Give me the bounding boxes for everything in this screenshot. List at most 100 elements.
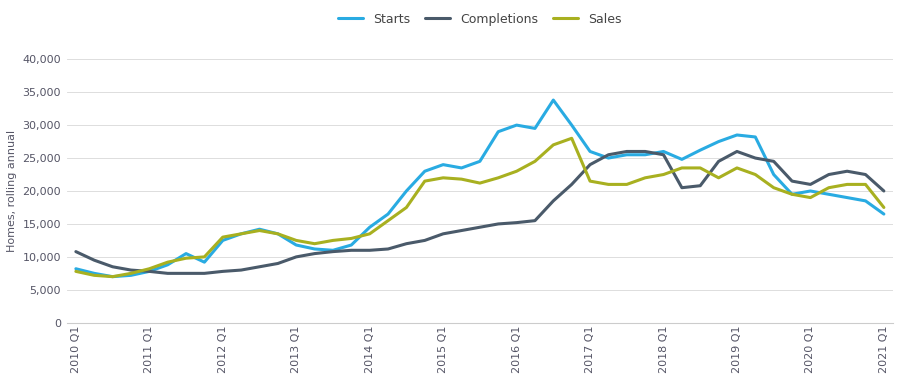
- Completions: [493, 222, 504, 226]
- Sales: [144, 266, 155, 271]
- Completions: [713, 159, 724, 164]
- Completions: [218, 269, 229, 274]
- Sales: [658, 172, 669, 177]
- Completions: [787, 179, 797, 184]
- Starts: [713, 139, 724, 144]
- Sales: [401, 205, 412, 210]
- Completions: [328, 249, 338, 254]
- Completions: [456, 228, 467, 233]
- Sales: [346, 236, 356, 241]
- Line: Sales: Sales: [76, 138, 884, 277]
- Completions: [346, 248, 356, 253]
- Starts: [677, 157, 688, 162]
- Sales: [181, 256, 192, 260]
- Sales: [328, 238, 338, 243]
- Sales: [70, 269, 81, 274]
- Line: Starts: Starts: [76, 100, 884, 277]
- Starts: [548, 98, 559, 102]
- Starts: [199, 260, 210, 264]
- Sales: [677, 166, 688, 170]
- Sales: [511, 169, 522, 174]
- Completions: [419, 238, 430, 243]
- Completions: [273, 261, 284, 266]
- Sales: [713, 176, 724, 180]
- Sales: [585, 179, 596, 184]
- Starts: [107, 274, 118, 279]
- Starts: [346, 243, 356, 247]
- Starts: [70, 266, 81, 271]
- Completions: [364, 248, 375, 253]
- Starts: [529, 126, 540, 131]
- Sales: [254, 228, 265, 233]
- Completions: [585, 162, 596, 167]
- Sales: [437, 176, 448, 180]
- Completions: [181, 271, 192, 276]
- Completions: [401, 241, 412, 246]
- Sales: [787, 192, 797, 196]
- Sales: [199, 255, 210, 259]
- Completions: [511, 220, 522, 225]
- Starts: [695, 148, 706, 152]
- Sales: [162, 260, 173, 264]
- Starts: [291, 243, 302, 247]
- Completions: [878, 189, 889, 193]
- Completions: [199, 271, 210, 276]
- Sales: [750, 172, 760, 177]
- Sales: [566, 136, 577, 141]
- Sales: [621, 182, 632, 187]
- Starts: [585, 149, 596, 154]
- Starts: [878, 212, 889, 216]
- Starts: [456, 166, 467, 170]
- Completions: [548, 199, 559, 203]
- Sales: [456, 177, 467, 181]
- Starts: [310, 247, 320, 251]
- Completions: [677, 185, 688, 190]
- Sales: [732, 166, 742, 170]
- Completions: [566, 182, 577, 187]
- Completions: [769, 159, 779, 164]
- Starts: [732, 133, 742, 137]
- Completions: [805, 182, 815, 187]
- Sales: [824, 185, 834, 190]
- Starts: [750, 135, 760, 139]
- Starts: [126, 273, 137, 278]
- Starts: [566, 123, 577, 127]
- Starts: [218, 238, 229, 243]
- Starts: [89, 271, 100, 276]
- Sales: [474, 181, 485, 185]
- Sales: [236, 231, 247, 236]
- Completions: [382, 247, 393, 251]
- Completions: [695, 184, 706, 188]
- Starts: [162, 263, 173, 267]
- Starts: [511, 123, 522, 127]
- Sales: [493, 176, 504, 180]
- Starts: [603, 156, 614, 160]
- Completions: [236, 268, 247, 272]
- Sales: [126, 271, 137, 276]
- Completions: [89, 258, 100, 263]
- Starts: [824, 192, 834, 196]
- Completions: [842, 169, 852, 174]
- Starts: [328, 248, 338, 253]
- Starts: [621, 152, 632, 157]
- Sales: [878, 205, 889, 210]
- Completions: [750, 156, 760, 160]
- Starts: [144, 269, 155, 274]
- Sales: [107, 274, 118, 279]
- Starts: [181, 251, 192, 256]
- Completions: [144, 269, 155, 274]
- Starts: [805, 189, 815, 193]
- Completions: [860, 172, 871, 177]
- Completions: [529, 218, 540, 223]
- Starts: [364, 225, 375, 230]
- Completions: [291, 255, 302, 259]
- Completions: [824, 172, 834, 177]
- Y-axis label: Homes, rolling annual: Homes, rolling annual: [7, 130, 17, 252]
- Starts: [437, 162, 448, 167]
- Sales: [310, 241, 320, 246]
- Sales: [695, 166, 706, 170]
- Completions: [162, 271, 173, 276]
- Sales: [218, 235, 229, 239]
- Sales: [382, 218, 393, 223]
- Sales: [419, 179, 430, 184]
